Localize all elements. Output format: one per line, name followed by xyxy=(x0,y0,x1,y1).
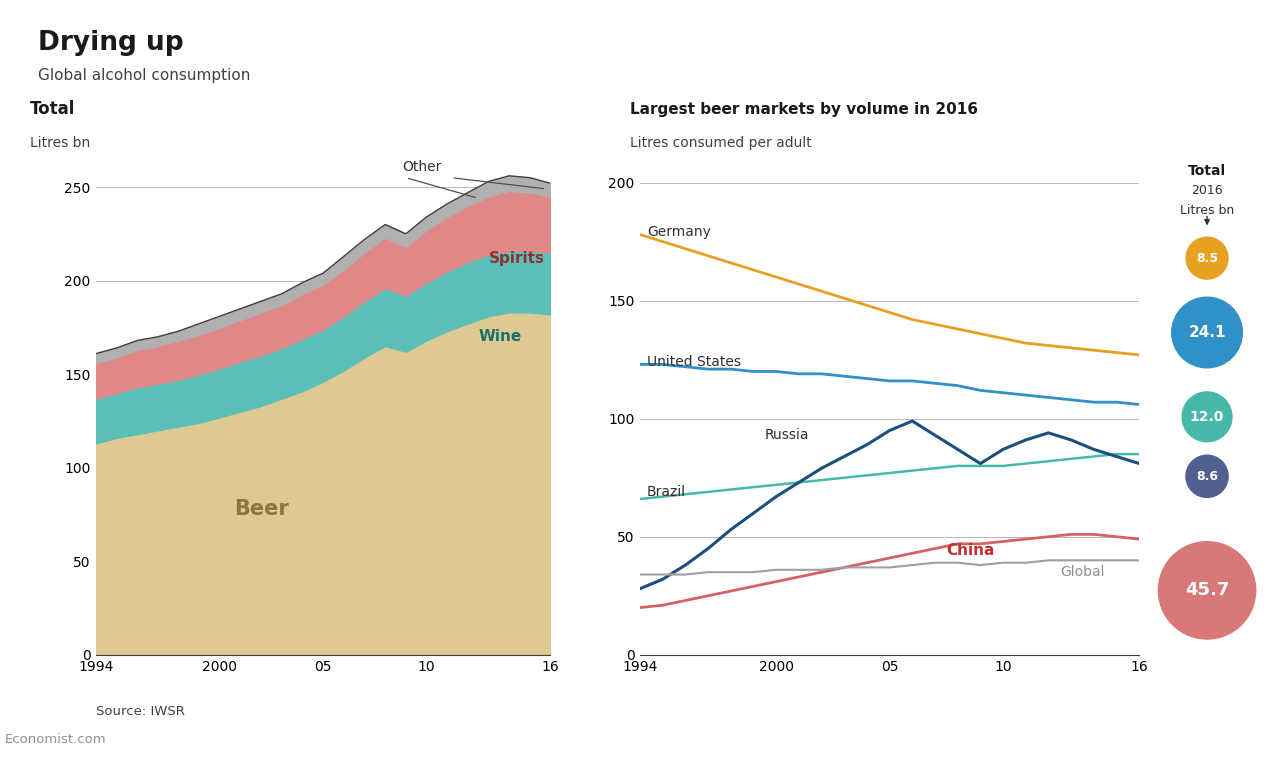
Text: United States: United States xyxy=(646,355,741,369)
Text: 2016: 2016 xyxy=(1192,184,1222,197)
Text: 12.0: 12.0 xyxy=(1190,410,1224,424)
Text: Global: Global xyxy=(1060,565,1105,579)
Text: 45.7: 45.7 xyxy=(1185,581,1229,600)
Text: China: China xyxy=(946,544,995,559)
Text: 8.6: 8.6 xyxy=(1196,470,1219,483)
Text: Litres bn: Litres bn xyxy=(1180,204,1234,217)
Text: Wine: Wine xyxy=(479,329,521,344)
Text: Total: Total xyxy=(31,101,76,118)
Text: Russia: Russia xyxy=(764,428,809,442)
Text: Brazil: Brazil xyxy=(646,485,686,499)
Ellipse shape xyxy=(1183,392,1231,442)
Text: Litres consumed per adult: Litres consumed per adult xyxy=(630,136,812,150)
Ellipse shape xyxy=(1187,237,1228,279)
Text: Economist.com: Economist.com xyxy=(5,734,106,746)
Text: Litres bn: Litres bn xyxy=(31,136,91,150)
Text: 8.5: 8.5 xyxy=(1196,251,1219,265)
Text: Beer: Beer xyxy=(234,499,288,519)
Ellipse shape xyxy=(1171,298,1243,368)
Text: Spirits: Spirits xyxy=(489,251,544,266)
Text: Largest beer markets by volume in 2016: Largest beer markets by volume in 2016 xyxy=(630,102,978,117)
Ellipse shape xyxy=(1158,542,1256,639)
Ellipse shape xyxy=(1187,455,1228,497)
Text: Germany: Germany xyxy=(646,225,710,239)
Text: Other: Other xyxy=(403,160,442,174)
Text: Global alcohol consumption: Global alcohol consumption xyxy=(38,68,251,83)
Text: Drying up: Drying up xyxy=(38,30,184,56)
Text: 24.1: 24.1 xyxy=(1188,325,1226,340)
Text: Total: Total xyxy=(1188,164,1226,178)
Text: Source: IWSR: Source: IWSR xyxy=(96,706,184,718)
